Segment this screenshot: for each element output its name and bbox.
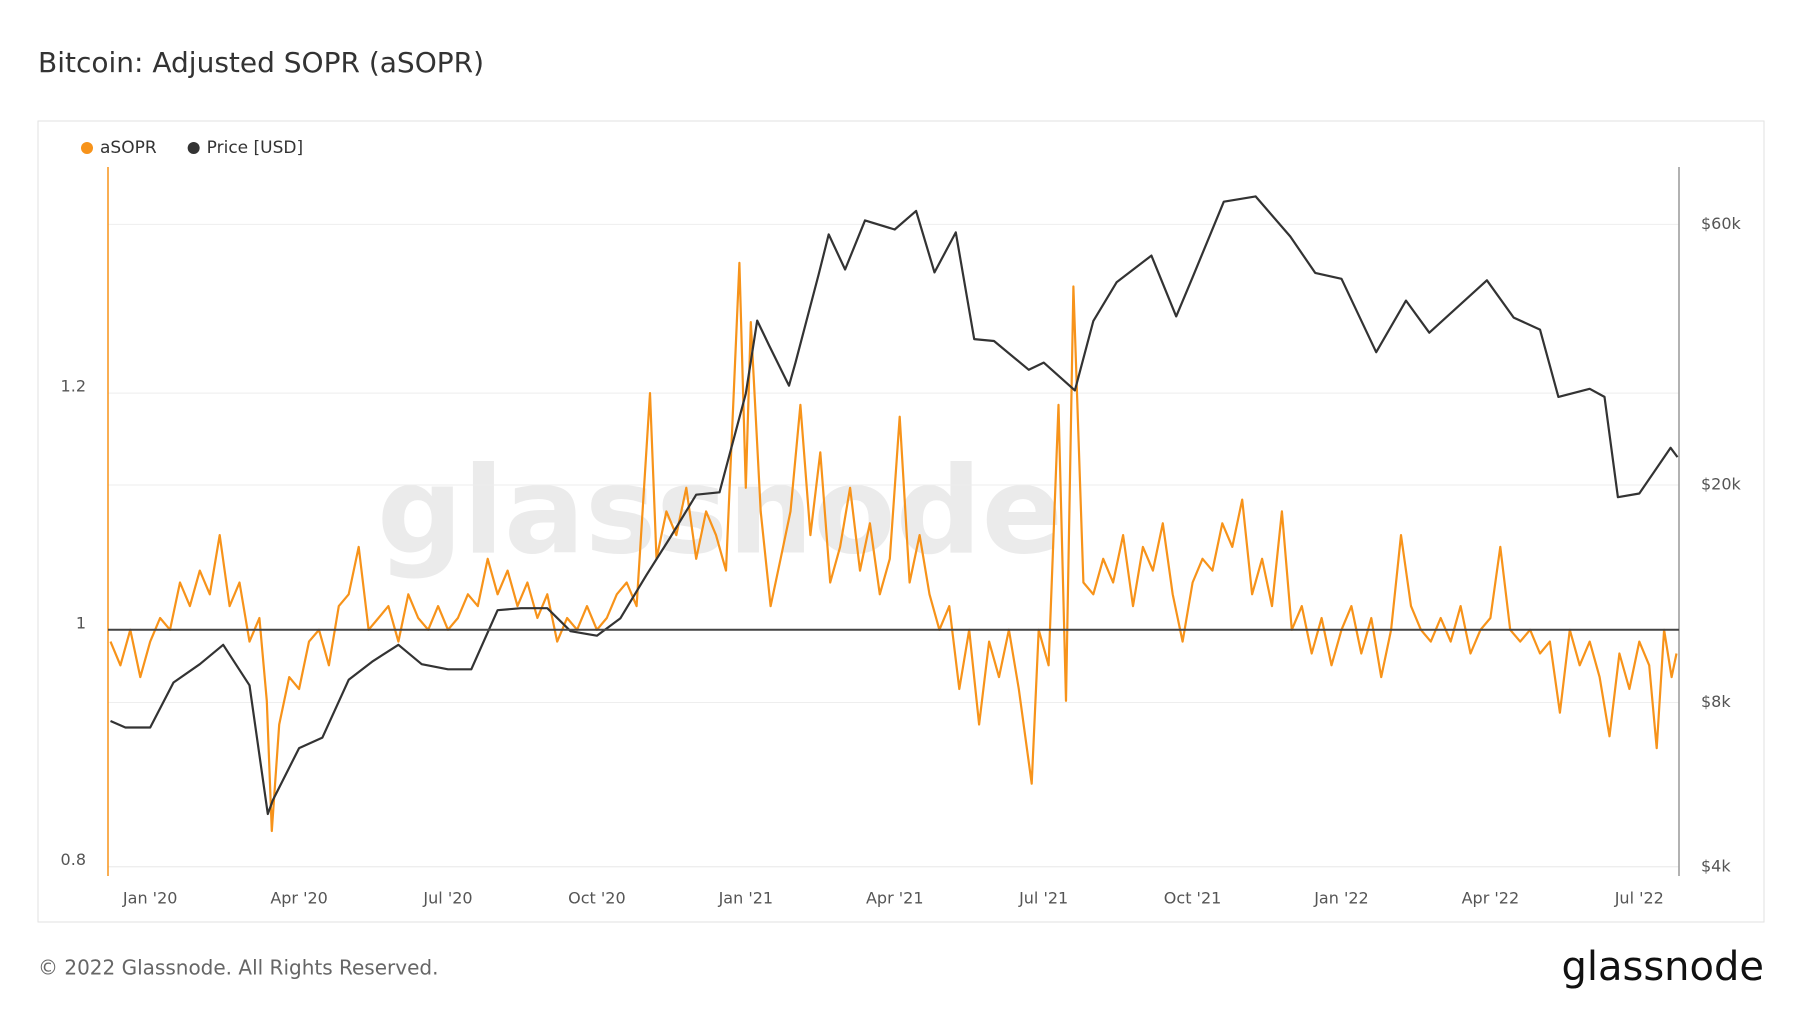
y2-tick-label: $8k <box>1701 692 1731 711</box>
y-tick-label: 0.8 <box>61 850 86 869</box>
x-tick-label: Oct '20 <box>568 889 626 908</box>
y2-tick-label: $60k <box>1701 214 1742 233</box>
chart-frame <box>37 120 1765 923</box>
legend-label: Price [USD] <box>207 138 303 158</box>
brand-logo: glassnode <box>1561 944 1764 990</box>
x-tick-label: Jan '20 <box>122 889 178 908</box>
series-line <box>109 261 1678 833</box>
y-tick-label: 1 <box>76 613 86 632</box>
legend-marker <box>81 142 93 154</box>
chart-title: Bitcoin: Adjusted SOPR (aSOPR) <box>38 46 484 79</box>
watermark: glassnode <box>377 443 1063 582</box>
x-tick-label: Jan '21 <box>718 889 774 908</box>
x-tick-label: Jul '21 <box>1018 889 1068 908</box>
legend-marker <box>187 142 200 154</box>
footer: © 2022 Glassnode. All Rights Reserved. <box>38 956 438 980</box>
x-tick-label: Jul '22 <box>1614 889 1664 908</box>
x-tick-label: Jan '22 <box>1313 889 1369 908</box>
y-tick-label: 1.2 <box>61 377 86 396</box>
series-line <box>110 195 1679 816</box>
x-tick-label: Oct '21 <box>1164 889 1222 908</box>
y2-tick-label: $20k <box>1701 475 1742 494</box>
legend-label: aSOPR <box>100 138 157 158</box>
x-tick-label: Apr '20 <box>270 889 328 908</box>
y2-tick-label: $4k <box>1701 856 1731 875</box>
x-tick-label: Apr '22 <box>1462 889 1520 908</box>
x-tick-label: Jul '20 <box>422 889 472 908</box>
x-tick-label: Apr '21 <box>866 889 924 908</box>
